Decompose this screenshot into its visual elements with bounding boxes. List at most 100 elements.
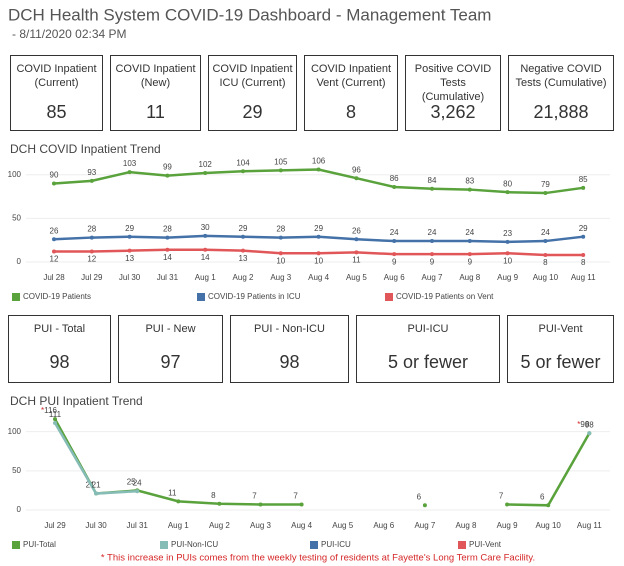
y-tick-label: 0 — [17, 257, 22, 266]
point — [467, 187, 472, 192]
point — [127, 234, 132, 239]
point — [430, 186, 434, 191]
point — [354, 250, 359, 255]
point — [203, 170, 208, 175]
data-label: 99 — [163, 163, 172, 172]
point — [505, 239, 510, 244]
point — [581, 185, 586, 190]
data-label: 12 — [50, 255, 59, 264]
data-label: 7 — [252, 492, 257, 501]
point — [354, 237, 359, 242]
point — [505, 251, 510, 256]
x-tick-label: Jul 30 — [85, 521, 107, 530]
kpi-value: 5 or fewer — [520, 352, 601, 372]
x-tick-label: Aug 1 — [168, 521, 189, 530]
data-label: 25 — [127, 478, 136, 487]
x-tick-label: Aug 8 — [459, 273, 480, 282]
kpi-card: COVID Inpatient (Current) 85 — [10, 55, 103, 131]
data-label: 24 — [465, 228, 474, 237]
point — [176, 499, 181, 504]
point — [505, 190, 510, 195]
point — [53, 417, 57, 422]
data-label: 29 — [239, 224, 248, 233]
point — [467, 252, 472, 257]
data-label: 21 — [92, 481, 101, 490]
point — [430, 239, 434, 244]
point — [278, 251, 283, 256]
data-label: 80 — [503, 179, 512, 188]
data-label: 11 — [352, 256, 361, 265]
legend-swatch — [458, 541, 466, 549]
y-tick-label: 100 — [8, 170, 22, 179]
chart-title: DCH COVID Inpatient Trend — [10, 142, 161, 156]
data-label: 26 — [352, 226, 361, 235]
legend-label: COVID-19 Patients on Vent — [396, 292, 494, 301]
x-tick-label: Jul 29 — [81, 273, 103, 282]
data-label: 29 — [125, 224, 134, 233]
x-tick-label: Aug 11 — [571, 273, 596, 282]
point — [316, 167, 321, 172]
legend-label: PUI-Total — [23, 540, 56, 549]
data-label: 24 — [428, 228, 437, 237]
point — [89, 235, 94, 240]
y-tick-label: 0 — [17, 505, 22, 514]
point — [587, 431, 592, 436]
data-label: 83 — [465, 177, 474, 186]
point — [581, 234, 586, 239]
kpi-card: COVID Inpatient (New) 11 — [110, 55, 201, 131]
data-label: 29 — [314, 224, 323, 233]
point — [165, 247, 170, 252]
x-tick-label: Aug 3 — [270, 273, 291, 282]
point — [241, 248, 245, 253]
x-tick-label: Aug 4 — [291, 521, 312, 530]
x-tick-label: Aug 5 — [332, 521, 353, 530]
data-label: *116 — [41, 406, 57, 415]
footnote: * This increase in PUIs comes from the w… — [101, 553, 535, 564]
kpi-label: Positive COVID Tests (Cumulative) — [414, 63, 492, 103]
data-label: 12 — [87, 255, 96, 264]
point — [278, 168, 283, 173]
kpi-card: PUI-Vent 5 or fewer — [507, 315, 614, 383]
legend-label: PUI-ICU — [321, 540, 351, 549]
point — [392, 184, 397, 189]
data-label: 10 — [503, 256, 512, 265]
x-tick-label: Jul 29 — [44, 521, 66, 530]
point — [52, 237, 56, 242]
kpi-label: Negative COVID Tests (Cumulative) — [515, 63, 607, 89]
point — [543, 239, 548, 244]
kpi-value: 3,262 — [430, 102, 476, 122]
kpi-value: 97 — [160, 352, 181, 372]
x-tick-label: Aug 10 — [533, 273, 559, 282]
x-tick-label: Jul 30 — [119, 273, 141, 282]
x-tick-label: Aug 6 — [373, 521, 394, 530]
x-tick-label: Aug 4 — [308, 273, 329, 282]
legend-swatch — [197, 293, 205, 301]
kpi-card: Negative COVID Tests (Cumulative) 21,888 — [508, 55, 614, 131]
kpi-card: PUI - Total 98 — [8, 315, 111, 383]
point — [165, 235, 170, 240]
point — [94, 491, 99, 496]
point — [392, 239, 397, 244]
point — [543, 191, 548, 196]
data-label: 103 — [123, 159, 137, 168]
x-tick-label: Aug 7 — [422, 273, 443, 282]
point — [546, 503, 551, 508]
point — [299, 502, 304, 507]
data-label: 79 — [541, 180, 550, 189]
x-tick-label: Aug 2 — [209, 521, 230, 530]
data-label: 8 — [581, 258, 586, 267]
data-label: 85 — [579, 175, 588, 184]
point — [316, 234, 321, 239]
point — [505, 502, 510, 507]
x-tick-label: Aug 6 — [384, 273, 405, 282]
point — [89, 249, 94, 254]
data-label: 93 — [87, 168, 96, 177]
kpi-label: COVID Inpatient ICU (Current) — [212, 63, 293, 89]
point — [203, 247, 208, 252]
data-label: 10 — [314, 256, 323, 265]
x-tick-label: Jul 28 — [43, 273, 65, 282]
y-tick-label: 50 — [12, 213, 21, 222]
kpi-card: PUI-ICU 5 or fewer — [356, 315, 500, 383]
